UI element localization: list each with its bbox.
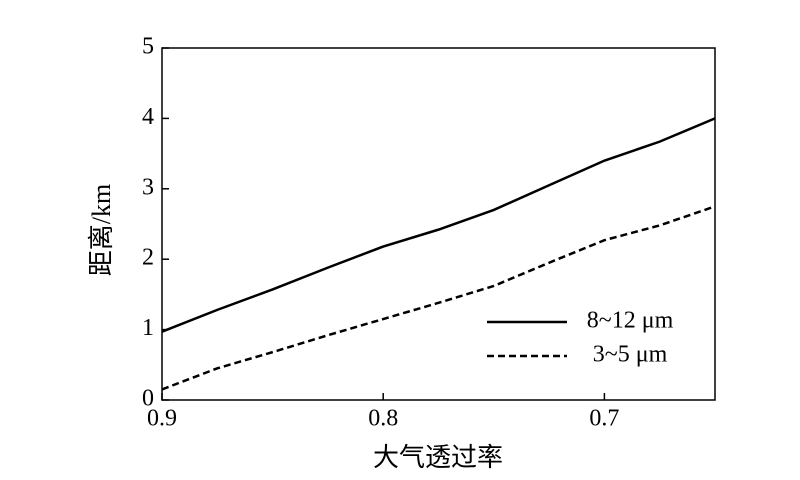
y-tick-label: 0 xyxy=(142,386,154,412)
plot-frame xyxy=(161,47,716,401)
y-tick-label: 1 xyxy=(142,315,154,341)
series-line xyxy=(161,205,716,391)
y-tick-label: 2 xyxy=(142,245,154,271)
x-axis-label: 大气透过率 xyxy=(373,443,503,472)
y-tick-label: 3 xyxy=(142,174,154,200)
x-tick-label: 0.8 xyxy=(368,406,398,432)
x-tick-label: 0.7 xyxy=(589,406,619,432)
y-tick-label: 4 xyxy=(142,104,154,130)
y-tick-label: 5 xyxy=(142,34,154,60)
x-tick-label: 0.9 xyxy=(147,406,177,432)
series-line xyxy=(161,117,716,333)
legend-label: 8~12 μm xyxy=(587,308,674,334)
legend-label: 3~5 μm xyxy=(593,342,668,368)
y-axis-label: 距离/km xyxy=(87,184,116,276)
